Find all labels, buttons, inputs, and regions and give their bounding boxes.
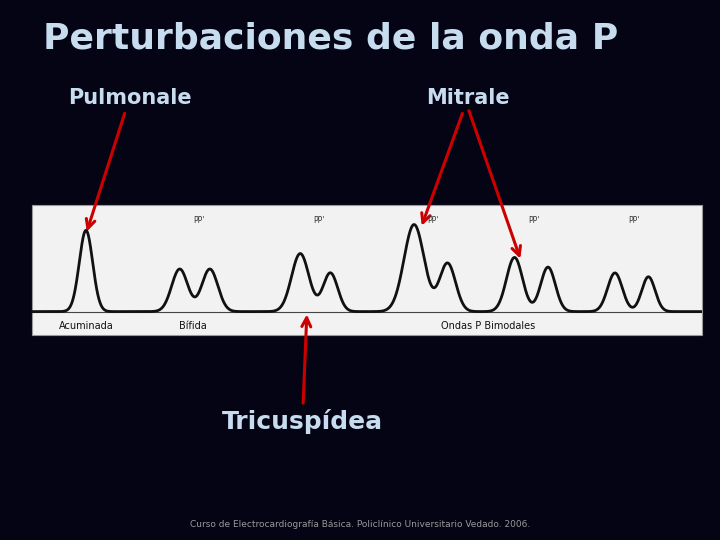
Text: Mitrale: Mitrale bbox=[422, 88, 510, 222]
Text: PP': PP' bbox=[428, 215, 438, 225]
Text: Ondas P Bimodales: Ondas P Bimodales bbox=[441, 321, 535, 331]
Text: Bífida: Bífida bbox=[179, 321, 207, 331]
Text: Tricuspídea: Tricuspídea bbox=[222, 318, 383, 434]
Bar bbox=[32, 205, 702, 335]
Text: Curso de Electrocardiografía Básica. Policlínico Universitario Vedado. 2006.: Curso de Electrocardiografía Básica. Pol… bbox=[190, 520, 530, 529]
Text: PP': PP' bbox=[629, 215, 639, 225]
Text: Pulmonale: Pulmonale bbox=[68, 88, 192, 228]
Text: Acuminada: Acuminada bbox=[58, 321, 113, 331]
Text: PP': PP' bbox=[193, 215, 204, 225]
Text: PP': PP' bbox=[314, 215, 325, 225]
Text: PP': PP' bbox=[528, 215, 539, 225]
Text: Perturbaciones de la onda P: Perturbaciones de la onda P bbox=[43, 22, 618, 56]
